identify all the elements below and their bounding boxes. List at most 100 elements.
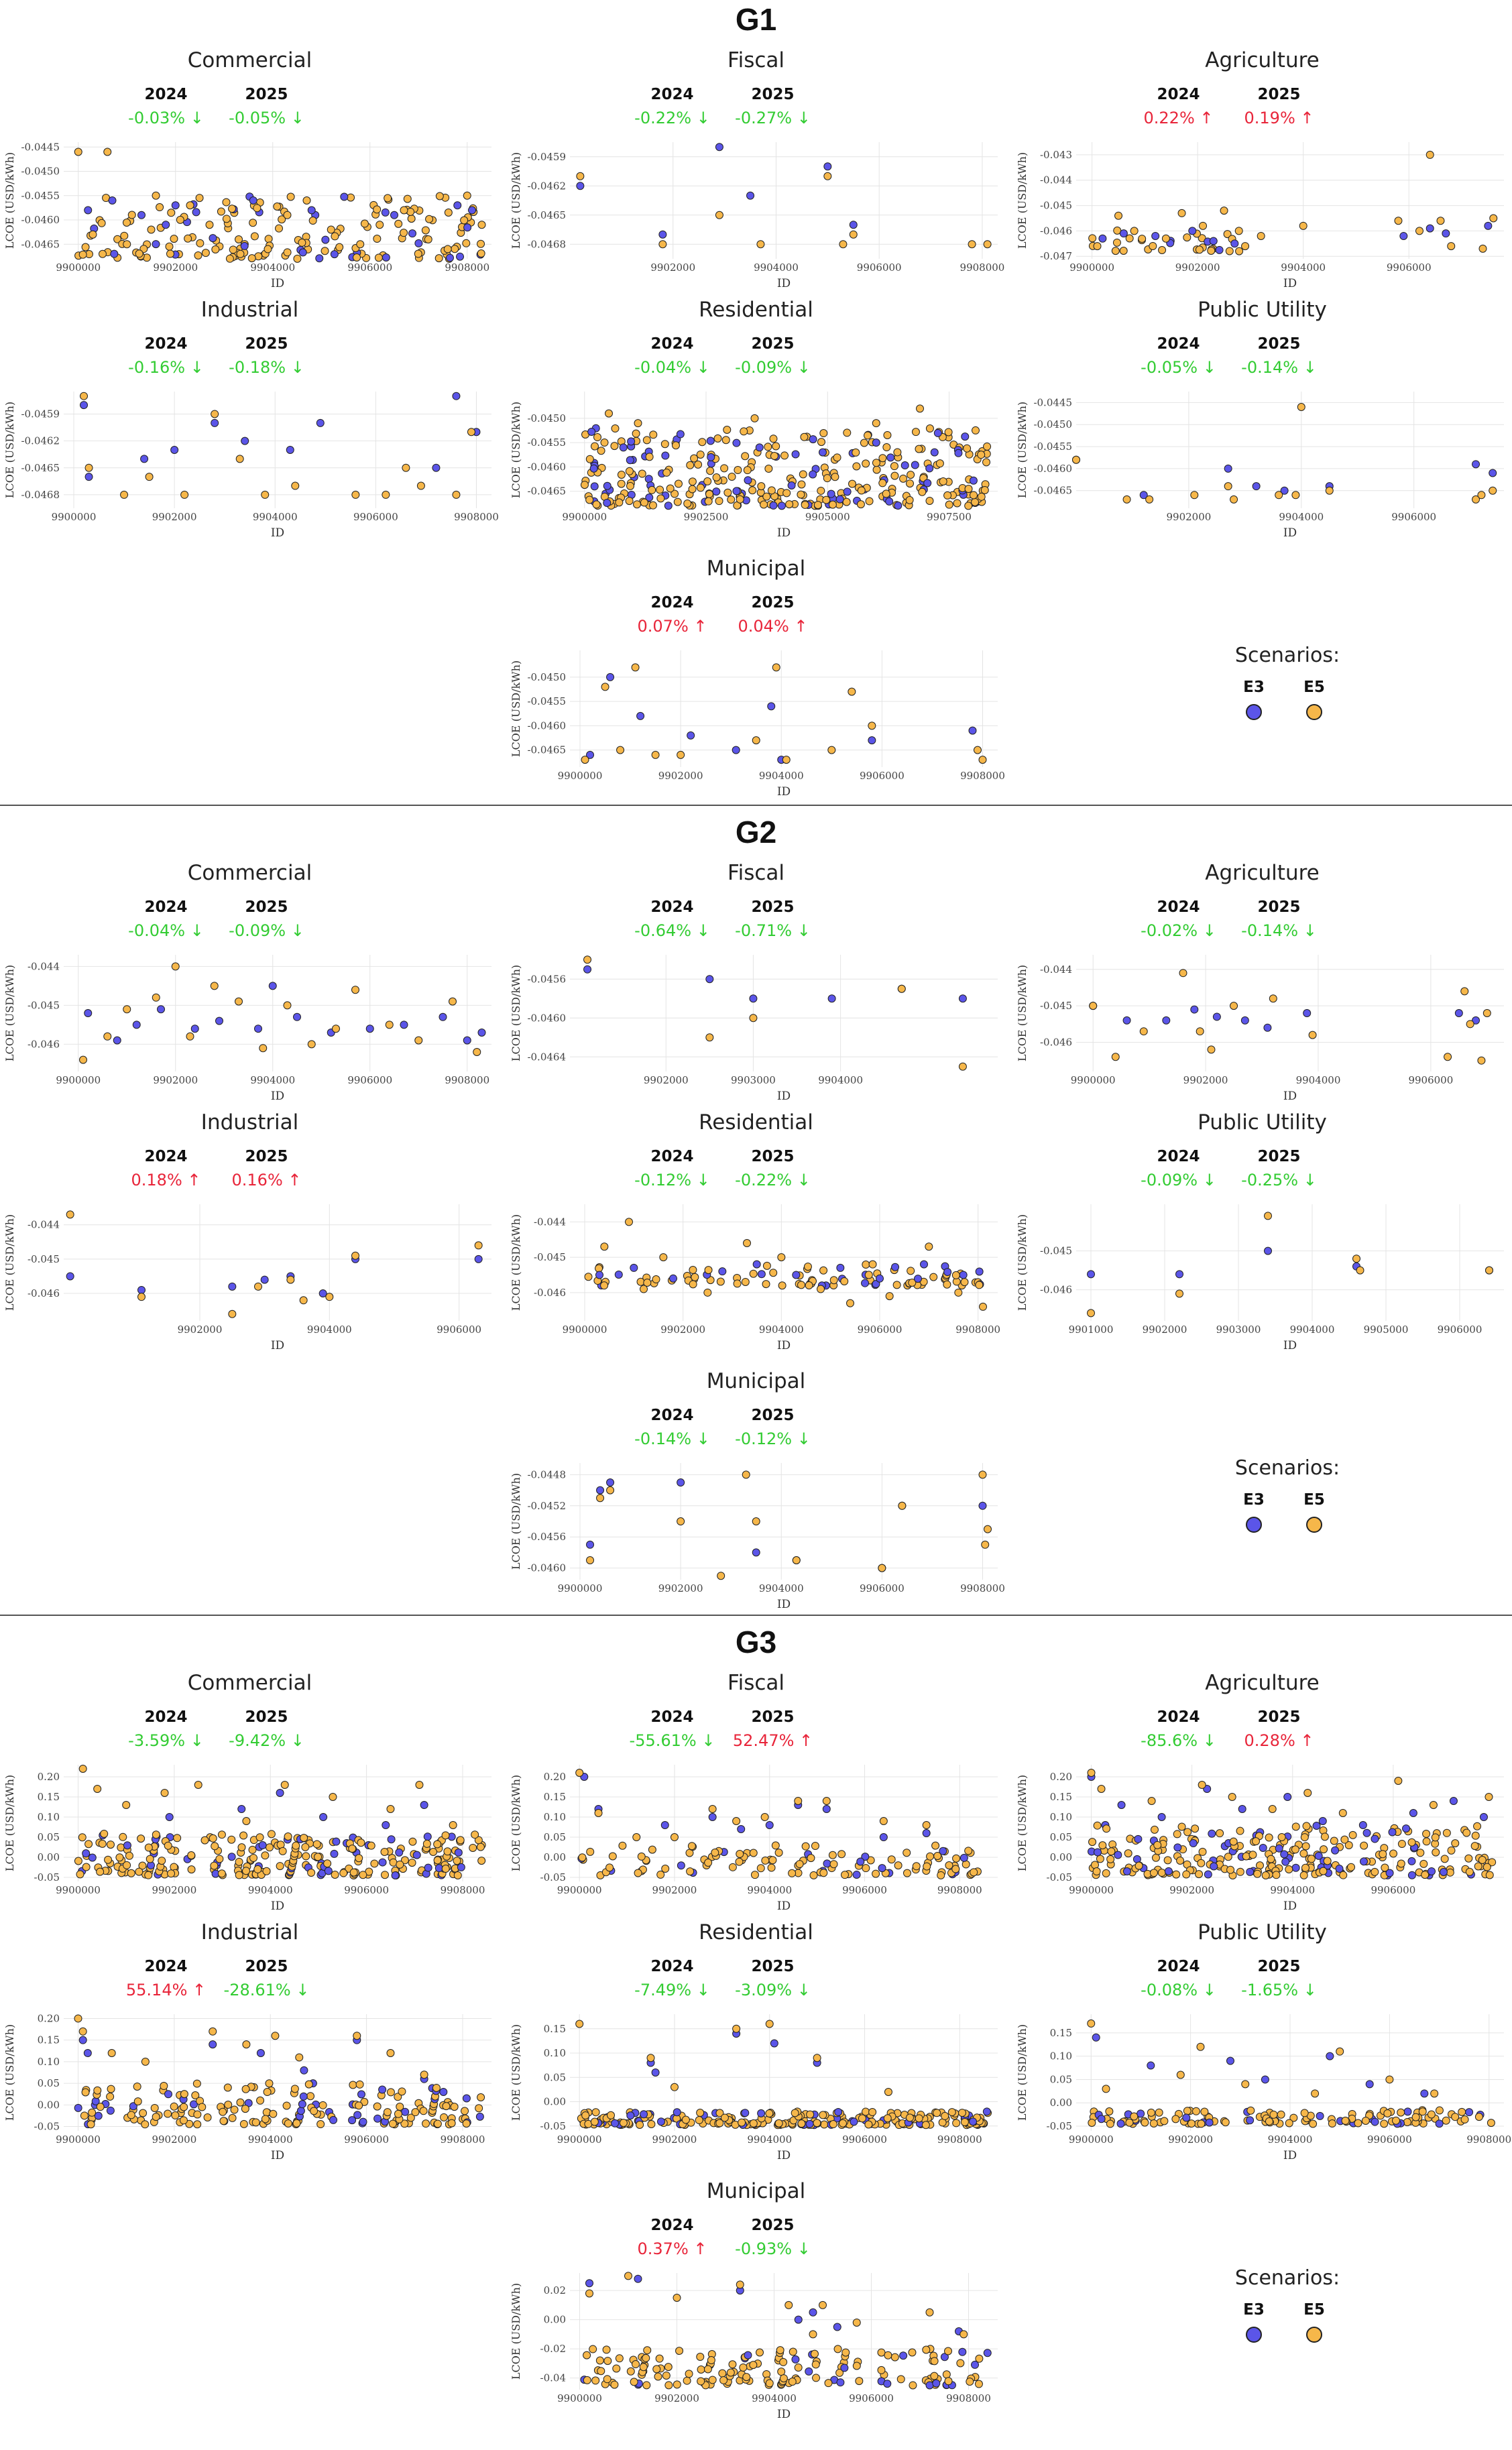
data-point-e5 bbox=[443, 245, 452, 253]
x-tick-label: 9900000 bbox=[1071, 1074, 1116, 1086]
y-axis-label: LCOE (USD/kWh) bbox=[1016, 1214, 1029, 1311]
data-point-e3 bbox=[677, 1478, 685, 1486]
data-point-e5 bbox=[1161, 234, 1170, 243]
data-point-e3 bbox=[959, 1853, 968, 1862]
data-point-e3 bbox=[891, 1263, 900, 1271]
x-tick-label: 9902000 bbox=[152, 1884, 196, 1896]
data-point-e5 bbox=[1462, 1828, 1471, 1837]
data-point-e5 bbox=[327, 225, 335, 234]
data-point-e5 bbox=[797, 1281, 805, 1289]
data-point-e5 bbox=[424, 235, 432, 243]
data-point-e5 bbox=[263, 2088, 272, 2097]
data-point-e3 bbox=[307, 206, 316, 215]
year-2025-label: 2025 bbox=[245, 898, 288, 916]
data-point-e5 bbox=[585, 455, 594, 463]
data-point-e5 bbox=[819, 2111, 827, 2119]
data-point-e5 bbox=[1309, 2119, 1318, 2128]
x-tick-label: 9902000 bbox=[1168, 2134, 1213, 2146]
data-point-e3 bbox=[1435, 2119, 1444, 2128]
x-tick-label: 9904000 bbox=[1279, 511, 1324, 523]
data-point-e3 bbox=[708, 1813, 717, 1821]
data-point-e5 bbox=[983, 1525, 992, 1533]
x-tick-label: 9904000 bbox=[250, 1074, 295, 1086]
data-point-e3 bbox=[140, 455, 149, 463]
data-point-e3 bbox=[656, 2117, 665, 2126]
data-point-e5 bbox=[1191, 1824, 1200, 1833]
data-point-e5 bbox=[152, 191, 160, 200]
data-point-e3 bbox=[943, 1268, 952, 1277]
data-point-e5 bbox=[896, 2375, 905, 2384]
data-point-e5 bbox=[878, 479, 887, 487]
y-tick-label: -0.0455 bbox=[1033, 441, 1072, 453]
data-point-e3 bbox=[209, 2040, 217, 2049]
data-point-e5 bbox=[839, 240, 848, 249]
data-point-e3 bbox=[1087, 1270, 1095, 1279]
y-tick-label: 0.20 bbox=[544, 1771, 566, 1783]
data-point-e3 bbox=[834, 2107, 843, 2116]
data-point-e3 bbox=[1117, 1801, 1126, 1809]
data-point-e3 bbox=[971, 2360, 980, 2369]
data-point-e5 bbox=[1269, 994, 1277, 1003]
data-point-e3 bbox=[687, 731, 695, 740]
data-point-e5 bbox=[133, 2082, 141, 2091]
data-point-e3 bbox=[1420, 2089, 1429, 2098]
x-tick-label: 9902000 bbox=[1169, 1884, 1214, 1896]
data-point-e5 bbox=[809, 2330, 817, 2339]
y-tick-label: -0.0459 bbox=[21, 408, 60, 420]
data-point-e5 bbox=[706, 467, 715, 475]
data-point-e5 bbox=[951, 1865, 960, 1873]
data-point-e5 bbox=[1487, 2119, 1495, 2127]
x-tick-label: 9902500 bbox=[684, 511, 729, 523]
data-point-e5 bbox=[1429, 1801, 1438, 1809]
data-point-e3 bbox=[474, 1255, 483, 1263]
change-2025: -9.42% ↓ bbox=[229, 1731, 304, 1750]
data-point-e5 bbox=[611, 424, 620, 433]
y-axis-label: LCOE (USD/kWh) bbox=[510, 2024, 522, 2121]
y-tick-label: 0.00 bbox=[1050, 1851, 1072, 1863]
data-point-e5 bbox=[713, 434, 722, 443]
data-point-e5 bbox=[600, 1242, 609, 1251]
x-tick-label: 9902000 bbox=[650, 261, 695, 274]
data-point-e5 bbox=[652, 2365, 661, 2374]
data-point-e5 bbox=[335, 243, 344, 251]
data-point-e5 bbox=[633, 500, 642, 509]
data-point-e3 bbox=[899, 2351, 908, 2360]
data-point-e5 bbox=[1087, 1769, 1096, 1777]
data-point-e5 bbox=[811, 1842, 819, 1851]
data-point-e5 bbox=[716, 1277, 725, 1286]
data-point-e5 bbox=[1485, 1266, 1493, 1275]
data-point-e5 bbox=[1391, 2116, 1400, 2125]
data-point-e5 bbox=[1482, 1009, 1491, 1017]
data-point-e5 bbox=[1102, 1824, 1111, 1833]
year-2025-label: 2025 bbox=[245, 1958, 288, 1975]
x-tick-label: 9906000 bbox=[1367, 2134, 1412, 2146]
data-point-e3 bbox=[765, 1821, 774, 1829]
x-axis-label: ID bbox=[271, 2149, 284, 2162]
data-point-e5 bbox=[819, 429, 828, 438]
data-point-e5 bbox=[138, 1861, 147, 1870]
data-point-e5 bbox=[331, 1870, 339, 1879]
data-point-e5 bbox=[589, 2345, 597, 2353]
data-point-e3 bbox=[835, 495, 844, 504]
data-point-e5 bbox=[1460, 987, 1469, 996]
data-point-e5 bbox=[386, 2049, 395, 2057]
data-point-e3 bbox=[1428, 1867, 1436, 1875]
panel-title: Fiscal bbox=[728, 861, 784, 885]
data-point-e5 bbox=[275, 224, 284, 233]
data-point-e3 bbox=[453, 201, 462, 210]
data-point-e5 bbox=[591, 2108, 600, 2117]
data-point-e5 bbox=[104, 1855, 113, 1864]
data-point-e5 bbox=[583, 2376, 591, 2384]
data-point-e5 bbox=[660, 440, 669, 449]
data-point-e5 bbox=[862, 1261, 870, 1269]
data-point-e5 bbox=[88, 2108, 97, 2117]
change-2024: -0.05% ↓ bbox=[1141, 358, 1216, 377]
data-point-e5 bbox=[862, 459, 870, 468]
x-tick-label: 9907500 bbox=[927, 511, 972, 523]
data-point-e5 bbox=[1221, 2118, 1230, 2127]
data-point-e5 bbox=[742, 2373, 751, 2382]
data-point-e5 bbox=[651, 750, 660, 759]
data-point-e5 bbox=[883, 430, 892, 439]
